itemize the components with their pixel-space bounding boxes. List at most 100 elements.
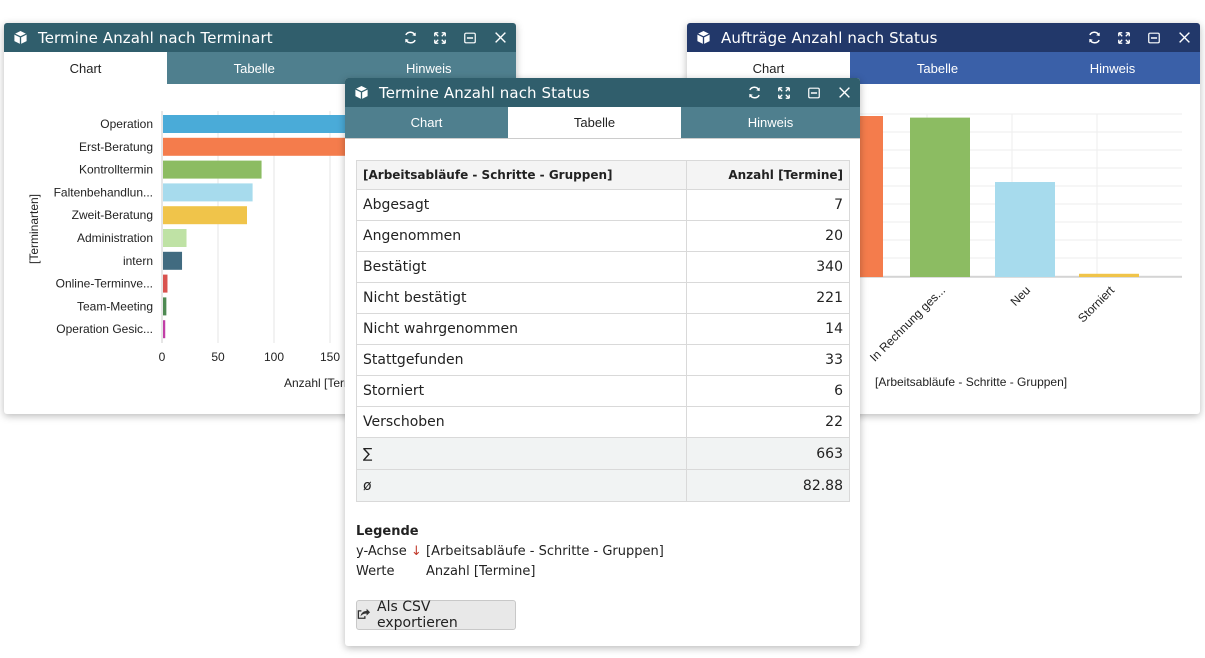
bar [995,182,1055,277]
category-label: Faltenbehandlun... [54,185,153,199]
cube-icon [354,85,369,100]
average-row: ø 82.88 [356,469,850,502]
cube-icon [696,30,711,45]
minimize-icon[interactable] [806,85,822,101]
bar [910,117,970,277]
tab-tabelle[interactable]: Tabelle [508,107,681,138]
window-title: Termine Anzahl nach Status [379,83,590,102]
export-csv-button[interactable]: Als CSV exportieren [356,599,516,631]
bar [163,297,167,316]
category-label: Neu [1008,283,1033,308]
close-icon[interactable] [492,30,508,46]
close-icon[interactable] [836,85,852,101]
minimize-icon[interactable] [1146,30,1162,46]
window-status: Termine Anzahl nach Status Chart Tabelle… [345,78,860,646]
bar [163,183,253,202]
bar [163,274,168,293]
tab-tabelle[interactable]: Tabelle [916,60,959,76]
category-label: In Rechnung ges... [867,283,948,364]
bar [163,160,262,179]
expand-icon[interactable] [432,30,448,46]
category-label: Operation Gesic... [56,322,153,336]
sum-value: 663 [686,437,850,470]
titlebar[interactable]: Termine Anzahl nach Status [345,78,860,107]
bar [163,206,247,225]
table-row: Nicht wahrgenommen 14 [356,313,850,345]
share-icon [357,607,371,624]
table-row: Nicht bestätigt 221 [356,282,850,314]
minimize-icon[interactable] [462,30,478,46]
legend-y-key: y-Achse [356,544,407,559]
legend-w-row: Werte Anzahl [Termine] [356,562,664,582]
bar [1079,273,1139,277]
bar [163,115,399,133]
tab-chart[interactable]: Chart [410,115,443,130]
window-title: Aufträge Anzahl nach Status [721,28,938,47]
y-axis-label: [Terminarten] [27,194,41,264]
cell-value: 20 [686,220,850,252]
cell-label: Nicht wahrgenommen [356,313,687,345]
titlebar[interactable]: Termine Anzahl nach Terminart [4,23,516,52]
legend-y-row: y-Achse ↓ [Arbeitsabläufe - Schritte - G… [356,542,664,562]
sum-row: ∑ 663 [356,437,850,470]
status-table: [Arbeitsabläufe - Schritte - Gruppen] An… [356,160,850,502]
legend-w-value: Anzahl [Termine] [426,564,536,579]
table-row: Storniert 6 [356,375,850,407]
cell-value: 7 [686,189,850,221]
category-label: Erst-Beratung [79,140,153,154]
sort-arrow-icon[interactable]: ↓ [410,544,422,559]
legend-title: Legende [356,524,419,539]
chart-auftraege: ...ezahltIn Rechnung ges...NeuStorniert[… [822,113,1182,389]
cell-value: 14 [686,313,850,345]
column-header-count[interactable]: Anzahl [Termine] [686,160,850,190]
refresh-icon[interactable] [746,85,762,101]
titlebar[interactable]: Aufträge Anzahl nach Status [687,23,1200,52]
x-tick-label: 0 [159,350,166,364]
tab-tabelle[interactable]: Tabelle [233,60,275,76]
sum-label: ∑ [356,437,687,470]
table-row: Stattgefunden 33 [356,344,850,376]
tab-bar: Chart Tabelle Hinweis [345,107,860,139]
bar [163,320,166,339]
refresh-icon[interactable] [402,30,418,46]
expand-icon[interactable] [1116,30,1132,46]
category-label: Team-Meeting [77,299,153,313]
x-tick-label: 100 [264,350,284,364]
window-title: Termine Anzahl nach Terminart [38,28,273,47]
cell-value: 33 [686,344,850,376]
cell-label: Abgesagt [356,189,687,221]
export-csv-label: Als CSV exportieren [377,599,458,631]
cube-icon [13,30,28,45]
cell-value: 6 [686,375,850,407]
average-label: ø [356,469,687,502]
column-header-group[interactable]: [Arbeitsabläufe - Schritte - Gruppen] [356,160,687,190]
x-tick-label: 50 [211,350,225,364]
table-row: Verschoben 22 [356,406,850,438]
cell-label: Storniert [356,375,687,407]
refresh-icon[interactable] [1086,30,1102,46]
bar [163,229,187,247]
cell-label: Verschoben [356,406,687,438]
legend: Legende y-Achse ↓ [Arbeitsabläufe - Schr… [356,522,664,582]
category-label: Operation [100,117,153,131]
cell-label: Stattgefunden [356,344,687,376]
category-label: Storniert [1075,283,1117,325]
table-body: Abgesagt 7 Angenommen 20 Bestätigt 340 Nich… [356,189,850,502]
tab-hinweis[interactable]: Hinweis [1089,60,1136,76]
category-label: Administration [77,231,153,245]
table-row: Angenommen 20 [356,220,850,252]
tab-hinweis[interactable]: Hinweis [747,115,794,130]
x-tick-label: 150 [320,350,340,364]
category-label: intern [123,254,153,268]
bar [163,251,183,270]
cell-label: Angenommen [356,220,687,252]
close-icon[interactable] [1176,30,1192,46]
bar [163,137,376,156]
legend-w-key: Werte [356,564,395,579]
average-value: 82.88 [686,469,850,502]
tab-hinweis[interactable]: Hinweis [405,60,452,76]
expand-icon[interactable] [776,85,792,101]
tab-chart[interactable]: Chart [4,52,167,84]
table-row: Abgesagt 7 [356,189,850,221]
cell-value: 340 [686,251,850,283]
